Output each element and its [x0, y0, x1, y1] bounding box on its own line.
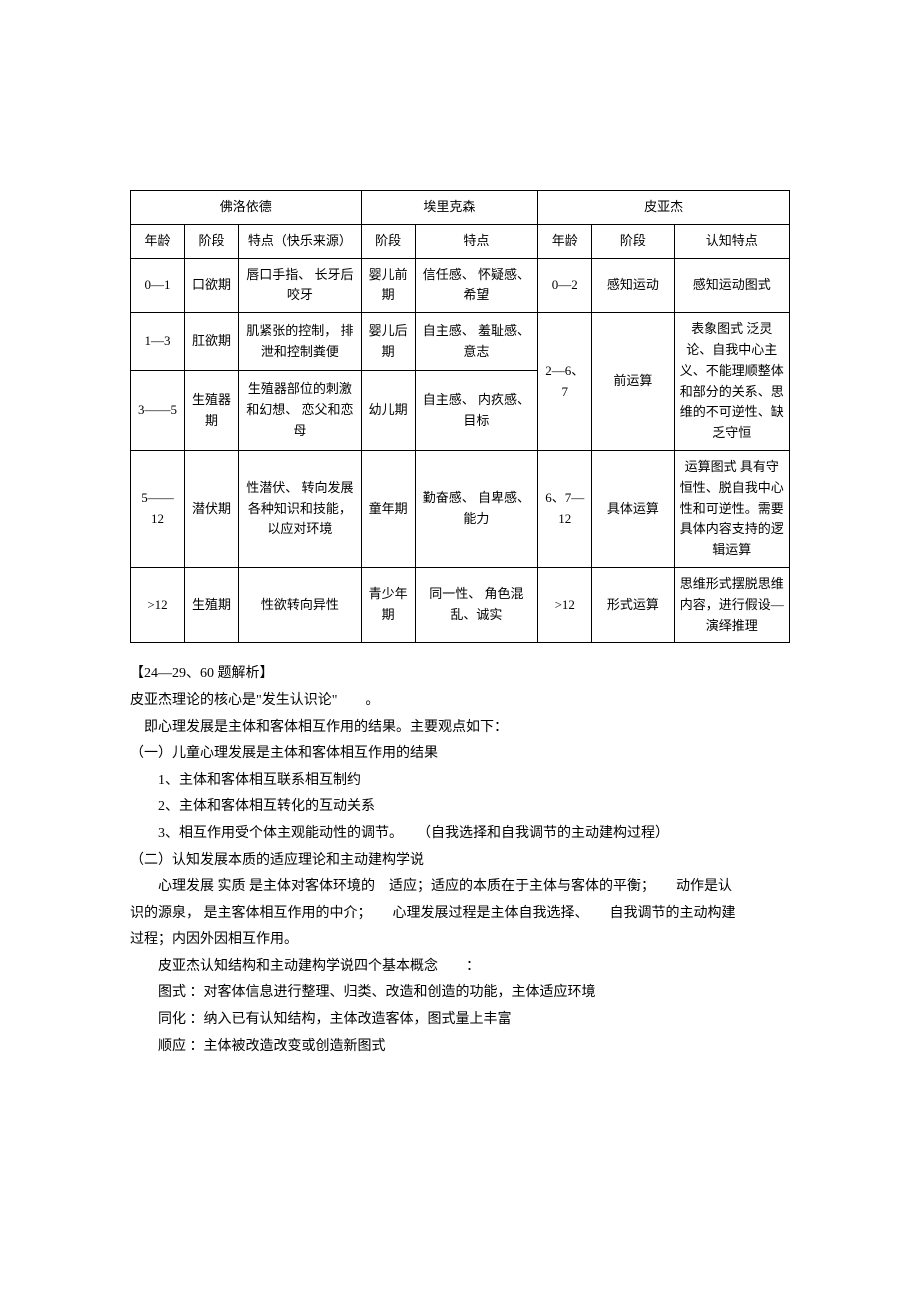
cell: 婴儿后期 [361, 313, 415, 371]
cell: 前运算 [592, 313, 674, 451]
table-row: >12 生殖期 性欲转向异性 青少年期 同一性、 角色混乱、诚实 >12 形式运… [131, 567, 790, 642]
cell: 肌紧张的控制， 排泄和控制粪便 [239, 313, 362, 371]
col-feature-e: 特点 [415, 224, 538, 258]
header-piaget: 皮亚杰 [538, 191, 790, 225]
cell: 青少年期 [361, 567, 415, 642]
text-line: （二）认知发展本质的适应理论和主动建构学说 [130, 848, 790, 875]
col-age: 年龄 [131, 224, 185, 258]
cell: >12 [538, 567, 592, 642]
cell: 0—1 [131, 258, 185, 313]
text-line: 1、主体和客体相互联系相互制约 [130, 768, 790, 795]
cell: 婴儿前期 [361, 258, 415, 313]
cell: 幼儿期 [361, 371, 415, 451]
cell: 具体运算 [592, 450, 674, 567]
cell: 肛欲期 [185, 313, 239, 371]
col-feature-f: 特点（快乐来源） [239, 224, 362, 258]
cell: 生殖期 [185, 567, 239, 642]
text-line: 同化 ：纳入已有认知结构，主体改造客体，图式量上丰富 [130, 1007, 790, 1034]
table-row: 佛洛依德 埃里克森 皮亚杰 [131, 191, 790, 225]
cell: 运算图式 具有守恒性、脱自我中心性和可逆性。需要具体内容支持的逻辑运算 [674, 450, 789, 567]
cell: 同一性、 角色混乱、诚实 [415, 567, 538, 642]
cell: >12 [131, 567, 185, 642]
cell: 1—3 [131, 313, 185, 371]
cell: 思维形式摆脱思维内容，进行假设—演绎推理 [674, 567, 789, 642]
cell: 形式运算 [592, 567, 674, 642]
table-row: 年龄 阶段 特点（快乐来源） 阶段 特点 年龄 阶段 认知特点 [131, 224, 790, 258]
col-age2: 年龄 [538, 224, 592, 258]
cell: 勤奋感、 自卑感、能力 [415, 450, 538, 567]
text-line: （一）儿童心理发展是主体和客体相互作用的结果 [130, 741, 790, 768]
text-line: 【24—29、60 题解析】 [130, 661, 790, 688]
col-stage2: 阶段 [592, 224, 674, 258]
cell: 潜伏期 [185, 450, 239, 567]
cell: 童年期 [361, 450, 415, 567]
col-cog: 认知特点 [674, 224, 789, 258]
table-row: 1—3 肛欲期 肌紧张的控制， 排泄和控制粪便 婴儿后期 自主感、 羞耻感、意志… [131, 313, 790, 371]
text-line: 识的源泉， 是主客体相互作用的中介； 心理发展过程是主体自我选择、 自我调节的主… [130, 901, 790, 928]
text-line: 皮亚杰理论的核心是"发生认识论" 。 [130, 688, 790, 715]
text-line: 图式 ：对客体信息进行整理、归类、改造和创造的功能，主体适应环境 [130, 980, 790, 1007]
text-line: 心理发展 实质 是主体对客体环境的 适应；适应的本质在于主体与客体的平衡； 动作… [130, 874, 790, 901]
cell: 性欲转向异性 [239, 567, 362, 642]
cell: 3——5 [131, 371, 185, 451]
cell: 自主感、 内疚感、目标 [415, 371, 538, 451]
text-line: 2、主体和客体相互转化的互动关系 [130, 794, 790, 821]
text-line: 皮亚杰认知结构和主动建构学说四个基本概念 ： [130, 954, 790, 981]
text-line: 过程；内因外因相互作用。 [130, 927, 790, 954]
cell: 感知运动图式 [674, 258, 789, 313]
cell: 6、7—12 [538, 450, 592, 567]
cell: 表象图式 泛灵论、自我中心主义、不能理顺整体和部分的关系、思维的不可逆性、缺乏守… [674, 313, 789, 451]
cell: 5——12 [131, 450, 185, 567]
cell: 信任感、 怀疑感、希望 [415, 258, 538, 313]
cell: 生殖器期 [185, 371, 239, 451]
header-erikson: 埃里克森 [361, 191, 538, 225]
table-row: 0—1 口欲期 唇口手指、 长牙后咬牙 婴儿前期 信任感、 怀疑感、希望 0—2… [131, 258, 790, 313]
cell: 口欲期 [185, 258, 239, 313]
text-line: 即心理发展是主体和客体相互作用的结果。主要观点如下： [130, 715, 790, 742]
cell: 2—6、7 [538, 313, 592, 451]
analysis-text: 【24—29、60 题解析】 皮亚杰理论的核心是"发生认识论" 。 即心理发展是… [130, 661, 790, 1060]
cell: 0—2 [538, 258, 592, 313]
cell: 自主感、 羞耻感、意志 [415, 313, 538, 371]
text-line: 3、相互作用受个体主观能动性的调节。 （自我选择和自我调节的主动建构过程） [130, 821, 790, 848]
text-line: 顺应 ：主体被改造改变或创造新图式 [130, 1034, 790, 1061]
table-row: 5——12 潜伏期 性潜伏、 转向发展各种知识和技能， 以应对环境 童年期 勤奋… [131, 450, 790, 567]
cell: 性潜伏、 转向发展各种知识和技能， 以应对环境 [239, 450, 362, 567]
col-stage-e: 阶段 [361, 224, 415, 258]
header-freud: 佛洛依德 [131, 191, 362, 225]
cell: 生殖器部位的刺激和幻想、 恋父和恋母 [239, 371, 362, 451]
cell: 唇口手指、 长牙后咬牙 [239, 258, 362, 313]
dev-stages-table: 佛洛依德 埃里克森 皮亚杰 年龄 阶段 特点（快乐来源） 阶段 特点 年龄 阶段… [130, 190, 790, 643]
cell: 感知运动 [592, 258, 674, 313]
col-stage: 阶段 [185, 224, 239, 258]
